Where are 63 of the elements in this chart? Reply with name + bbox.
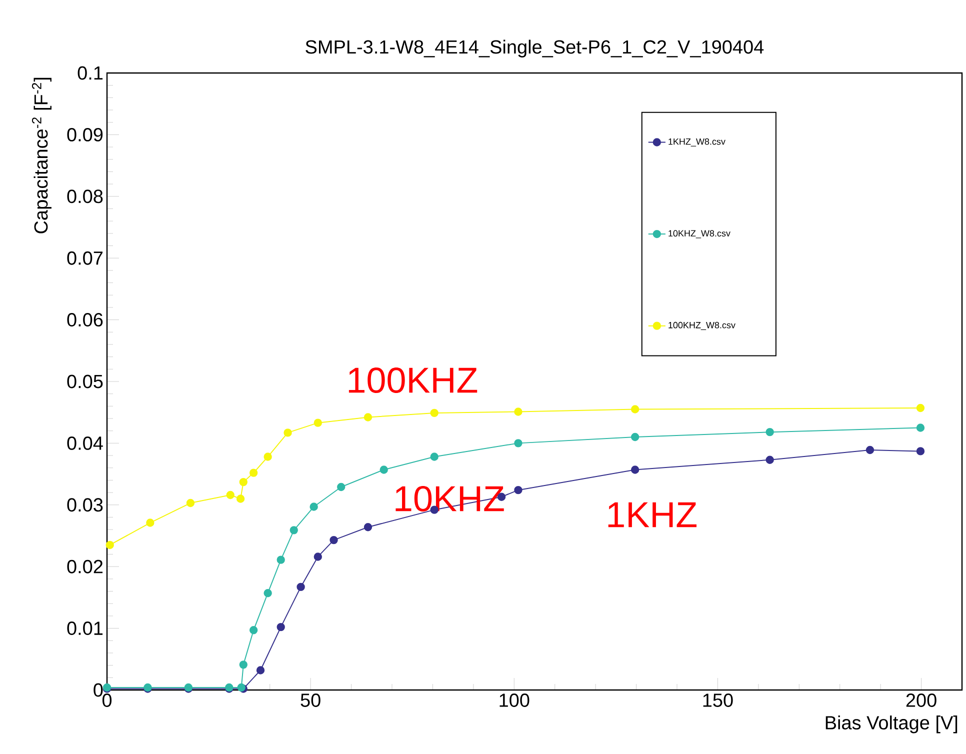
point (916, 424, 925, 432)
chart-title: SMPL-3.1-W8_4E14_Single_Set-P6_1_C2_V_190404 (306, 40, 764, 58)
point (766, 456, 774, 464)
point (226, 490, 234, 500)
y-tick-label: 0.06 (67, 313, 103, 327)
point (264, 452, 272, 461)
point (290, 526, 298, 534)
x-axis-title: Bias Voltage [V] (826, 716, 958, 734)
legend-label: 1KHZ_W8.csv (668, 138, 726, 146)
point (296, 582, 305, 592)
point (276, 556, 285, 564)
y-tick-label: 0.1 (78, 66, 103, 80)
point (106, 540, 114, 550)
point (430, 408, 438, 418)
point (236, 494, 245, 503)
point (630, 432, 640, 442)
point (916, 404, 925, 412)
point (380, 466, 388, 474)
point (239, 478, 248, 486)
point (337, 482, 346, 492)
point (364, 523, 372, 532)
point (630, 466, 640, 474)
y-tick-label: 0.08 (67, 190, 103, 204)
point (249, 468, 258, 477)
point (264, 589, 272, 598)
point (310, 502, 318, 511)
y-tick-label: 0 (94, 683, 103, 697)
legend-label: 10KHZ_W8.csv (668, 230, 730, 238)
point (916, 447, 925, 456)
annotation: 100KHZ (348, 368, 478, 393)
point (276, 622, 285, 632)
point (314, 552, 322, 561)
point (314, 418, 322, 427)
x-tick-label: 200 (906, 694, 936, 707)
y-tick-label: 0.01 (67, 622, 103, 636)
y-axis-title: Capacitance$^{-2}$ [F$^{-2}$] (32, 78, 52, 234)
annotation: 1KHZ (608, 502, 696, 528)
y-tick-label: 0.07 (67, 251, 103, 265)
legend-label: 100KHZ_W8.csv (668, 322, 736, 330)
point (249, 626, 258, 634)
y-tick-label: 0.03 (67, 498, 103, 512)
point (430, 452, 438, 461)
point (866, 446, 874, 454)
point (514, 486, 522, 494)
point (364, 413, 372, 422)
point (514, 408, 522, 416)
point (630, 405, 640, 414)
point (766, 428, 774, 436)
y-tick-label: 0.04 (67, 436, 103, 450)
point (239, 660, 248, 669)
x-tick-label: 100 (500, 694, 530, 707)
point (186, 498, 195, 508)
x-tick-label: 50 (300, 694, 320, 707)
point (284, 428, 292, 437)
x-tick-label: 150 (703, 694, 733, 707)
y-tick-label: 0.02 (67, 560, 103, 574)
point (514, 439, 522, 448)
point (146, 518, 154, 527)
y-tick-label: 0.05 (67, 374, 103, 388)
x-tick-label: 0 (102, 694, 112, 707)
y-tick-label: 0.09 (67, 128, 103, 142)
point (330, 536, 338, 544)
point (256, 666, 265, 674)
